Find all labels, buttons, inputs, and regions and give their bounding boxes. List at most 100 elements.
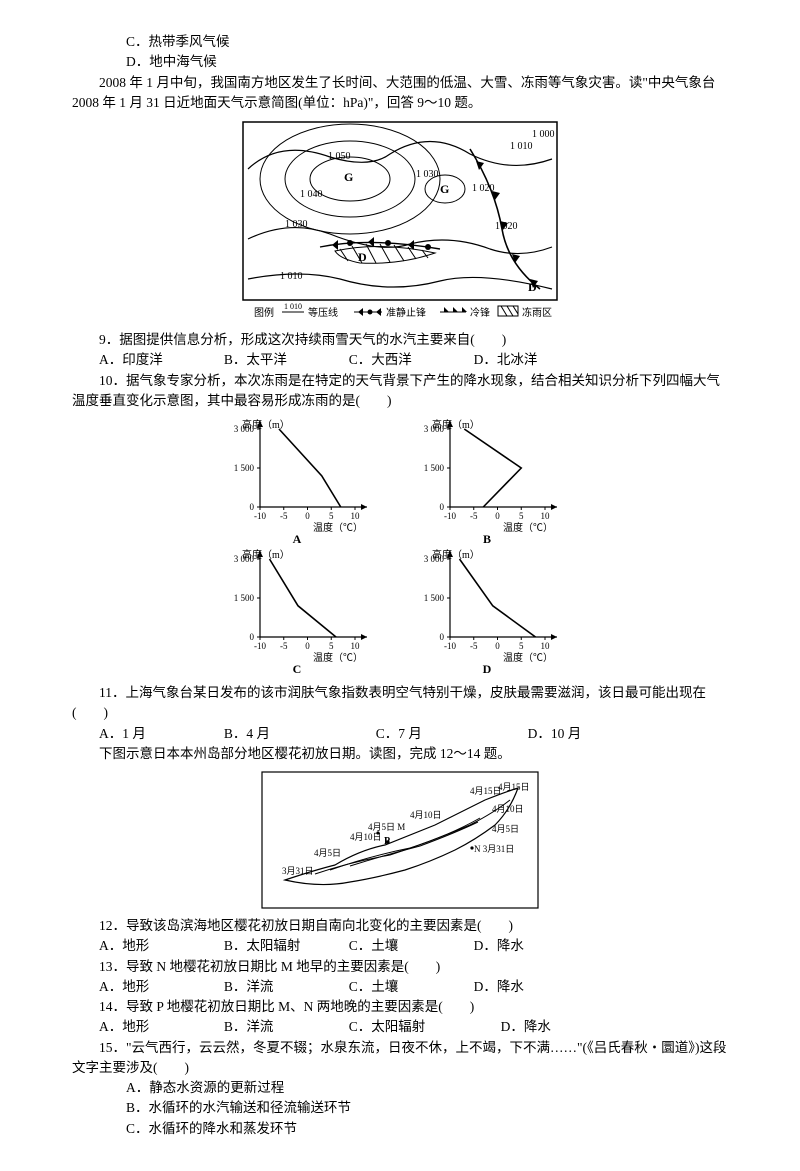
svg-text:准静止锋: 准静止锋 <box>386 306 426 319</box>
svg-text:-5: -5 <box>280 641 288 651</box>
svg-text:4月5日: 4月5日 <box>492 824 519 834</box>
q14-options: A．地形 B．洋流 C．太阳辐射 D．降水 <box>72 1017 728 1037</box>
q15-a: A．静态水资源的更新过程 <box>72 1078 728 1098</box>
q12-options: A．地形 B．太阳辐射 C．土壤 D．降水 <box>72 936 728 956</box>
svg-text:4月15日: 4月15日 <box>498 782 530 792</box>
svg-text:10: 10 <box>541 641 551 651</box>
q9-d: D．北冰洋 <box>474 350 596 370</box>
q14-b: B．洋流 <box>224 1017 346 1037</box>
intro-12-14: 下图示意日本本州岛部分地区樱花初放日期。读图，完成 12～14 题。 <box>72 744 728 764</box>
q11-a: A．1 月 <box>99 724 221 744</box>
svg-text:G: G <box>440 182 449 196</box>
q-option-c: C．热带季风气候 <box>72 32 728 52</box>
svg-text:N 3月31日: N 3月31日 <box>474 844 514 854</box>
svg-text:冻雨区: 冻雨区 <box>522 306 552 319</box>
weather-map-svg: 1 050 1 040 1 030 1 030 1 020 1 020 1 01… <box>240 119 560 324</box>
q11-b: B．4 月 <box>224 724 373 744</box>
exam-page: C．热带季风气候 D．地中海气候 2008 年 1 月中旬，我国南方地区发生了长… <box>0 0 800 1171</box>
svg-text:1 010: 1 010 <box>510 141 533 152</box>
svg-text:4月10日: 4月10日 <box>410 810 442 820</box>
figure-weather-map: 1 050 1 040 1 030 1 030 1 020 1 020 1 01… <box>72 119 728 324</box>
q-option-d: D．地中海气候 <box>72 52 728 72</box>
svg-text:C: C <box>293 662 302 676</box>
svg-text:1 500: 1 500 <box>234 593 255 603</box>
svg-text:0: 0 <box>305 511 310 521</box>
svg-text:-5: -5 <box>470 511 478 521</box>
svg-text:4月10日: 4月10日 <box>492 804 524 814</box>
q14-a: A．地形 <box>99 1017 221 1037</box>
svg-text:D: D <box>358 250 367 264</box>
svg-text:图例: 图例 <box>254 306 274 319</box>
figure-temp-profiles: 01 5003 000-10-50510高度（m）温度（℃）A01 5003 0… <box>72 417 728 677</box>
q11-c: C．7 月 <box>376 724 525 744</box>
svg-text:1 030: 1 030 <box>416 169 439 180</box>
svg-text:B: B <box>483 532 491 546</box>
q13-options: A．地形 B．洋流 C．土壤 D．降水 <box>72 977 728 997</box>
q9-a: A．印度洋 <box>99 350 221 370</box>
svg-text:冷锋: 冷锋 <box>470 306 490 319</box>
svg-text:3月31日: 3月31日 <box>282 866 314 876</box>
q14-c: C．太阳辐射 <box>349 1017 498 1037</box>
svg-text:4月5日: 4月5日 <box>314 848 341 858</box>
svg-text:温度（℃）: 温度（℃） <box>503 521 553 534</box>
q14-stem: 14．导致 P 地樱花初放日期比 M、N 两地晚的主要因素是( ) <box>72 997 728 1017</box>
svg-text:高度（m）: 高度（m） <box>432 548 480 561</box>
q9-options: A．印度洋 B．太平洋 C．大西洋 D．北冰洋 <box>72 350 728 370</box>
q13-stem: 13．导致 N 地樱花初放日期比 M 地早的主要因素是( ) <box>72 957 728 977</box>
q11-stem: 11．上海气象台某日发布的该市润肤气象指数表明空气特别干燥，皮肤最需要滋润，该日… <box>72 683 728 724</box>
q15-b: B．水循环的水汽输送和径流输送环节 <box>72 1098 728 1118</box>
svg-text:1 000: 1 000 <box>532 129 555 140</box>
svg-text:-5: -5 <box>280 511 288 521</box>
q13-d: D．降水 <box>474 977 596 997</box>
svg-text:D: D <box>483 662 492 676</box>
q13-a: A．地形 <box>99 977 221 997</box>
svg-text:10: 10 <box>351 511 361 521</box>
q9-b: B．太平洋 <box>224 350 346 370</box>
svg-text:温度（℃）: 温度（℃） <box>503 651 553 664</box>
svg-text:5: 5 <box>519 511 524 521</box>
svg-text:温度（℃）: 温度（℃） <box>313 521 363 534</box>
svg-text:0: 0 <box>495 641 500 651</box>
q12-stem: 12．导致该岛滨海地区樱花初放日期自南向北变化的主要因素是( ) <box>72 916 728 936</box>
svg-text:高度（m）: 高度（m） <box>242 418 290 431</box>
iso-label: 1 050 <box>328 151 351 162</box>
svg-text:1 030: 1 030 <box>285 219 308 230</box>
svg-text:1 500: 1 500 <box>424 593 445 603</box>
svg-text:0: 0 <box>305 641 310 651</box>
svg-text:-10: -10 <box>254 641 266 651</box>
svg-text:-5: -5 <box>470 641 478 651</box>
q12-a: A．地形 <box>99 936 221 956</box>
q11-options: A．1 月 B．4 月 C．7 月 D．10 月 <box>72 724 728 744</box>
svg-text:高度（m）: 高度（m） <box>242 548 290 561</box>
svg-text:1 500: 1 500 <box>234 463 255 473</box>
svg-text:-10: -10 <box>254 511 266 521</box>
q15-stem: 15．"云气西行，云云然，冬夏不辍；水泉东流，日夜不休，上不竭，下不满……"(《… <box>72 1038 728 1079</box>
honshu-svg: 3月31日 4月5日 4月10日 4月5日 M P 4月10日 4月15日 4月… <box>260 770 540 910</box>
svg-text:等压线: 等压线 <box>308 306 338 319</box>
svg-text:高度（m）: 高度（m） <box>432 418 480 431</box>
svg-text:G: G <box>344 170 353 184</box>
q13-b: B．洋流 <box>224 977 346 997</box>
svg-text:1 010: 1 010 <box>280 271 303 282</box>
svg-text:A: A <box>293 532 302 546</box>
svg-text:1 500: 1 500 <box>424 463 445 473</box>
svg-text:5: 5 <box>329 641 334 651</box>
svg-text:-10: -10 <box>444 511 456 521</box>
svg-text:4月5日 M: 4月5日 M <box>368 822 405 832</box>
intro-9-10: 2008 年 1 月中旬，我国南方地区发生了长时间、大范围的低温、大雪、冻雨等气… <box>72 73 728 114</box>
svg-text:5: 5 <box>519 641 524 651</box>
svg-text:10: 10 <box>351 641 361 651</box>
q9-c: C．大西洋 <box>349 350 471 370</box>
figure-honshu-map: 3月31日 4月5日 4月10日 4月5日 M P 4月10日 4月15日 4月… <box>72 770 728 910</box>
svg-text:5: 5 <box>329 511 334 521</box>
q15-c: C．水循环的降水和蒸发环节 <box>72 1119 728 1139</box>
q11-d: D．10 月 <box>528 724 650 744</box>
svg-text:0: 0 <box>495 511 500 521</box>
q12-b: B．太阳辐射 <box>224 936 346 956</box>
svg-text:10: 10 <box>541 511 551 521</box>
svg-text:温度（℃）: 温度（℃） <box>313 651 363 664</box>
svg-text:-10: -10 <box>444 641 456 651</box>
q12-d: D．降水 <box>474 936 596 956</box>
q10-stem: 10．据气象专家分析，本次冻雨是在特定的天气背景下产生的降水现象，结合相关知识分… <box>72 371 728 412</box>
svg-text:4月15日: 4月15日 <box>470 786 502 796</box>
